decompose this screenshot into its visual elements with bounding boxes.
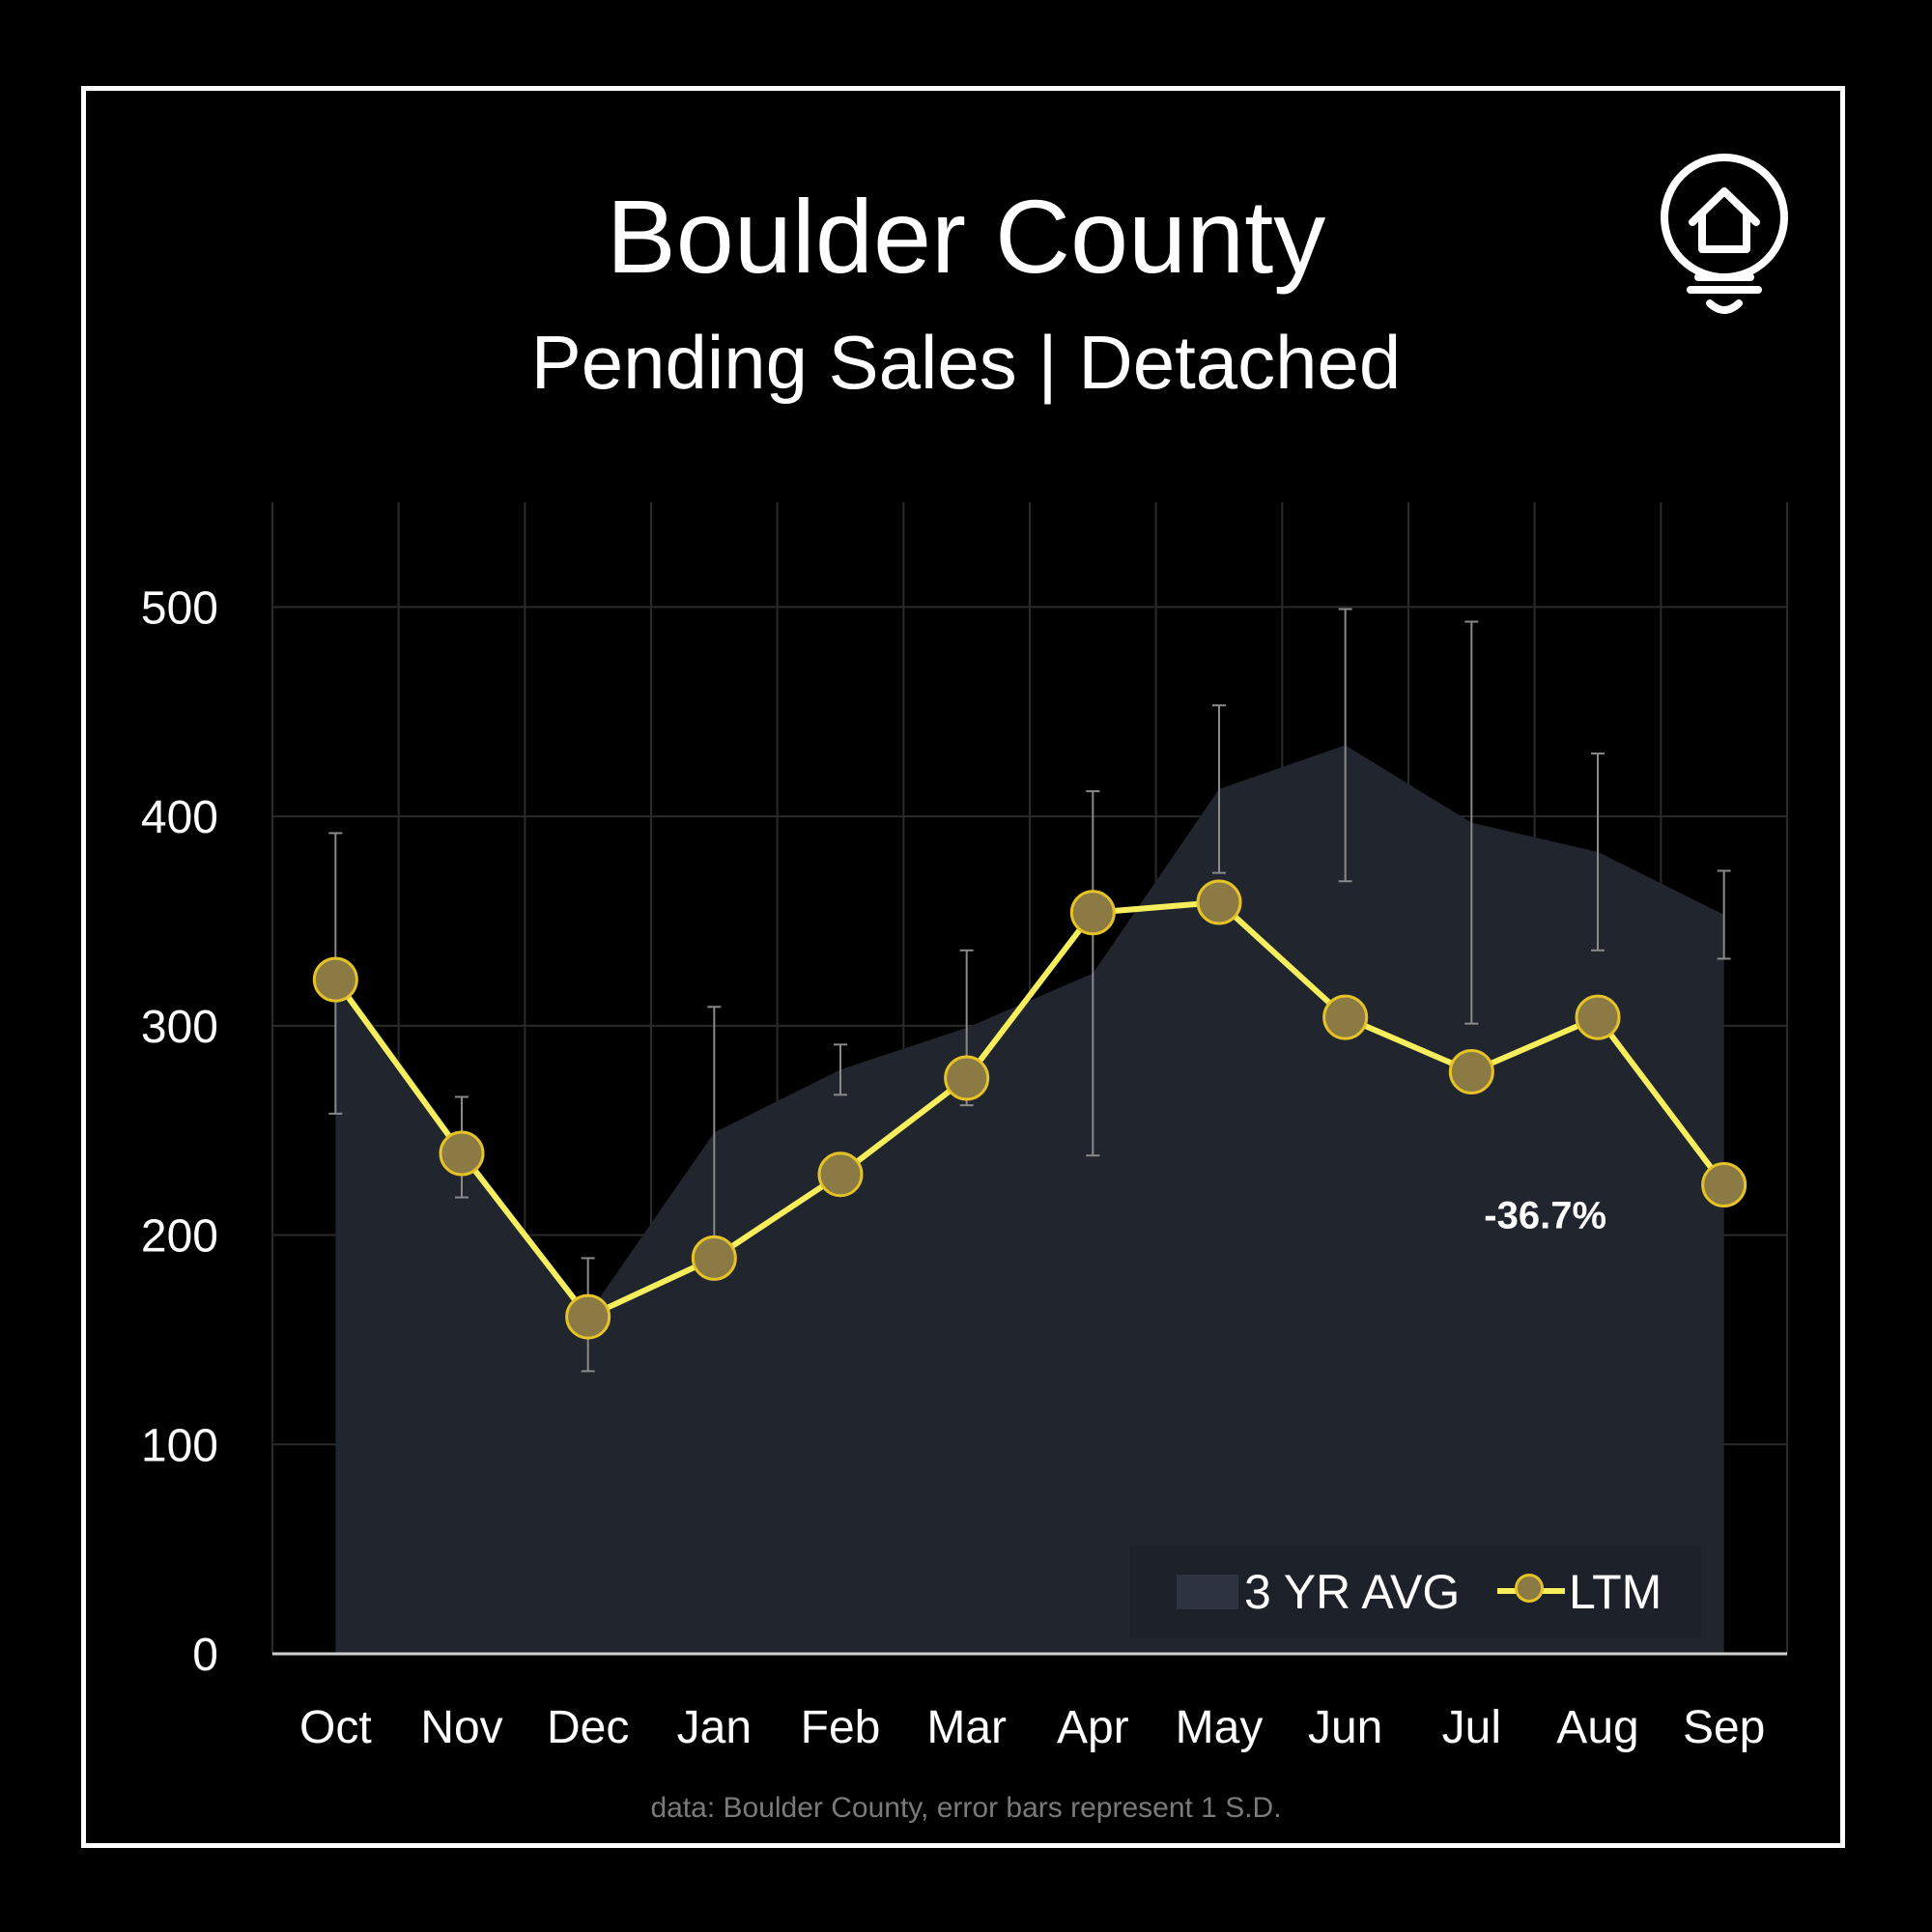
avg-area-fill [335,745,1724,1654]
tick-labels: 0 100 200 300 400 500 Oct Nov Dec Jan Feb Mar Apr May… [141,582,1765,1753]
ltm-point [565,1293,611,1340]
x-tick-label: Jan [677,1702,752,1753]
x-tick-label: Nov [420,1702,502,1753]
legend-avg-label: 3 YR AVG [1244,1565,1461,1619]
chart-frame [81,86,1845,1848]
x-tick-label: Jun [1308,1702,1382,1753]
ltm-point [1701,1162,1747,1208]
x-tick-label: Dec [547,1702,629,1753]
y-tick-label: 300 [141,1002,218,1053]
x-tick-label: Aug [1556,1702,1638,1753]
source-note: data: Boulder County, error bars represe… [650,1792,1282,1824]
avg-area [335,745,1724,1654]
ltm-point [1322,994,1369,1040]
legend-avg-swatch [1177,1575,1238,1609]
ltm-point [691,1235,737,1281]
ltm-point [439,1130,485,1177]
x-tick-label: Mar [926,1702,1007,1753]
ltm-point [1575,994,1621,1040]
legend: 3 YR AVG LTM [1130,1546,1702,1638]
ltm-line [332,898,1727,1321]
ltm-point [1196,879,1242,925]
ltm-series [312,879,1747,1340]
y-tick-label: 100 [141,1420,218,1471]
chart-subtitle: Pending Sales | Detached [530,320,1402,405]
house-lightbulb-icon [1661,154,1788,314]
annotations: -36.7% [1484,1195,1606,1237]
x-tick-label: Jul [1442,1702,1501,1753]
chart-title: Boulder County [606,178,1326,295]
ltm-point [1069,890,1116,936]
ltm-point [944,1055,990,1101]
x-tick-label: Feb [801,1702,881,1753]
legend-ltm-label: LTM [1569,1565,1662,1619]
y-tick-label: 400 [141,792,218,843]
x-tick-label: Sep [1683,1702,1765,1753]
x-tick-label: Apr [1057,1702,1129,1753]
ltm-point [817,1151,864,1198]
legend-ltm-marker [1515,1574,1544,1603]
ltm-point [312,956,358,1003]
y-tick-label: 0 [192,1630,218,1681]
y-tick-label: 200 [141,1211,218,1263]
x-tick-label: May [1176,1702,1264,1753]
x-tick-label: Oct [299,1702,372,1753]
y-tick-label: 500 [141,582,218,634]
ltm-point [1448,1048,1494,1094]
change-annotation: -36.7% [1484,1195,1606,1237]
